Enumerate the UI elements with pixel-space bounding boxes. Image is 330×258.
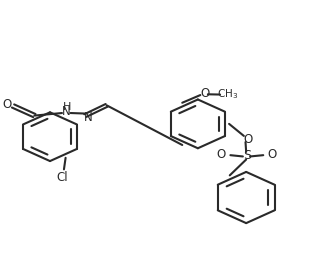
Text: O: O: [243, 133, 252, 146]
Text: O: O: [200, 87, 209, 100]
Text: N: N: [62, 105, 71, 118]
Text: S: S: [243, 149, 251, 163]
Text: CH$_3$: CH$_3$: [217, 87, 238, 101]
Text: H: H: [62, 102, 71, 112]
Text: N: N: [84, 111, 93, 124]
Text: Cl: Cl: [56, 171, 68, 184]
Text: O: O: [216, 148, 226, 161]
Text: O: O: [268, 148, 277, 161]
Text: O: O: [3, 98, 12, 111]
